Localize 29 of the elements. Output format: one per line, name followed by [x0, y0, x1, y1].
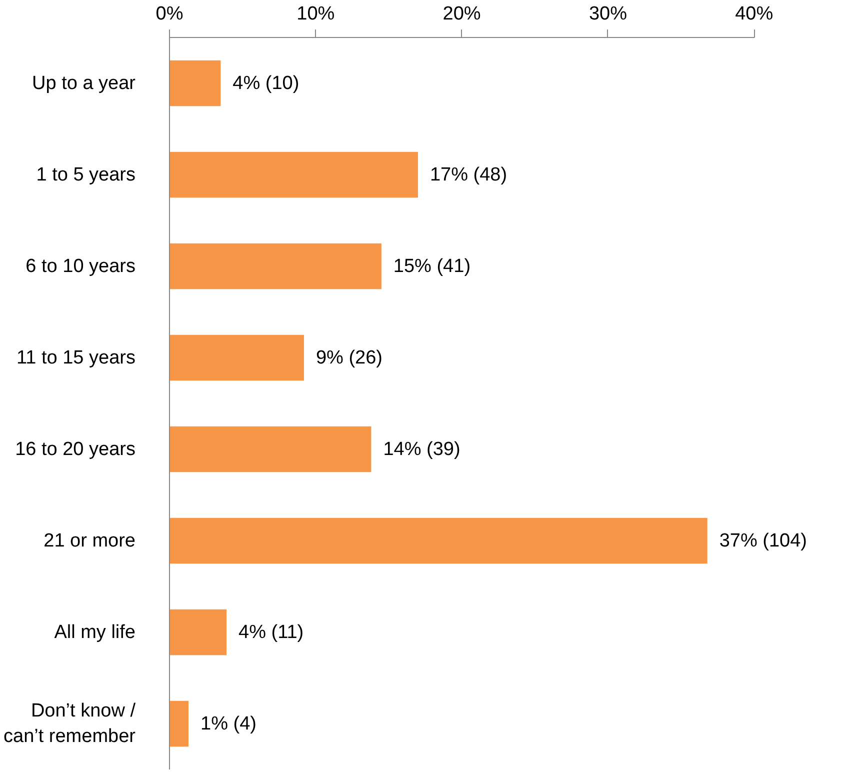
- bar: [170, 60, 221, 106]
- bar: [170, 334, 304, 381]
- y-tick-label: 16 to 20 years: [15, 438, 136, 460]
- x-tick-label: 20%: [442, 4, 481, 24]
- bar: [170, 609, 226, 656]
- y-tick-label: Up to a year: [32, 72, 136, 94]
- bar: [170, 243, 382, 290]
- x-tick-label: 30%: [588, 4, 628, 24]
- y-tick-label: 1 to 5 years: [36, 164, 136, 186]
- data-label: 17% (48): [430, 164, 508, 186]
- y-tick-label: All my life: [54, 622, 136, 643]
- x-tick-label: 10%: [296, 4, 335, 24]
- y-tick-label: 21 or more: [44, 530, 136, 552]
- y-tick-label: 6 to 10 years: [26, 256, 136, 277]
- data-label: 9% (26): [316, 347, 382, 368]
- y-tick-label: Don’t know / can’t remember: [4, 700, 136, 747]
- data-label: 4% (10): [232, 72, 300, 94]
- bar: [170, 152, 418, 198]
- bar: [170, 518, 708, 564]
- data-label: 14% (39): [383, 438, 460, 460]
- data-label: 1% (4): [200, 713, 256, 734]
- y-tick-label: 11 to 15 years: [16, 347, 136, 368]
- data-label: 37% (104): [719, 530, 808, 552]
- data-label: 4% (11): [238, 622, 304, 643]
- x-tick-label: 40%: [735, 4, 774, 24]
- bar: [170, 426, 372, 472]
- bar: [170, 700, 188, 747]
- x-tick-label: 0%: [156, 4, 184, 24]
- data-label: 15% (41): [393, 256, 471, 277]
